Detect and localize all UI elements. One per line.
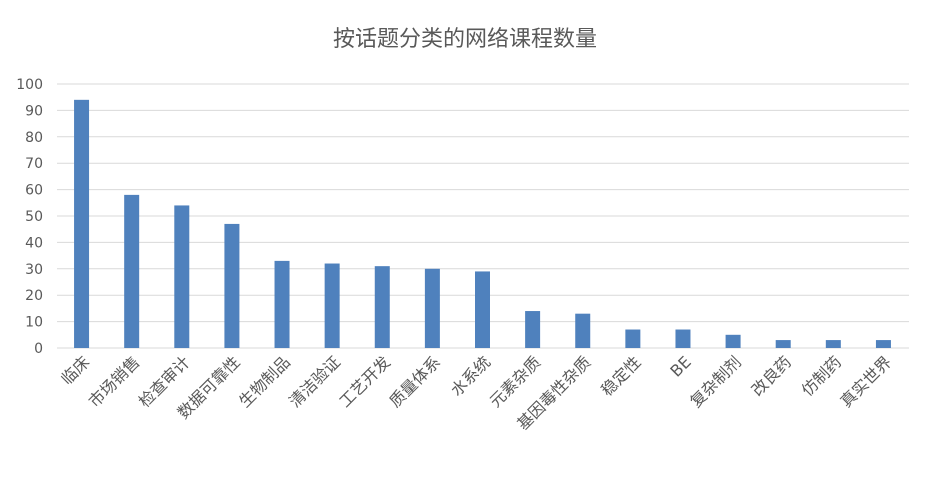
y-tick-label: 90: [25, 103, 43, 119]
bar: [525, 311, 541, 348]
chart-title: 按话题分类的网络课程数量: [333, 27, 597, 52]
bar: [274, 260, 290, 348]
x-category-label: 仿制药: [798, 352, 845, 399]
bar: [374, 266, 390, 348]
x-category-label: 稳定性: [597, 352, 644, 399]
x-category-label: BE: [666, 352, 694, 380]
x-category-label: 改良药: [748, 352, 795, 399]
x-category-label: 清洁验证: [285, 352, 344, 411]
y-tick-label: 80: [25, 130, 43, 146]
bars: [74, 99, 891, 348]
y-tick-label: 30: [25, 262, 43, 278]
y-tick-label: 40: [25, 235, 43, 251]
y-tick-label: 50: [25, 209, 43, 225]
y-axis-ticks: 0 10 20 30 40 50 60 70 80 90 100: [16, 77, 43, 357]
bar: [475, 271, 490, 348]
bar: [124, 194, 140, 348]
y-tick-label: 70: [25, 156, 43, 172]
bar: [825, 340, 841, 348]
bar: [675, 329, 691, 348]
x-category-label: 水系统: [447, 352, 494, 399]
bar: [324, 263, 340, 348]
x-category-label: 真实世界: [837, 352, 896, 411]
bar: [74, 99, 90, 348]
x-category-label: 复杂制剂: [686, 352, 745, 411]
x-category-label: 工艺开发: [335, 352, 394, 411]
bar: [424, 268, 440, 348]
y-tick-label: 10: [25, 315, 43, 331]
bar: [625, 329, 641, 348]
y-tick-label: 0: [34, 341, 43, 357]
x-category-label: 生物制品: [235, 352, 294, 411]
x-category-label: 质量体系: [386, 352, 445, 411]
x-category-label: 临床: [57, 352, 93, 388]
x-category-label: 市场销售: [85, 352, 144, 411]
bar: [224, 223, 240, 348]
bar: [174, 205, 190, 348]
y-tick-label: 100: [16, 77, 43, 93]
bar: [775, 340, 791, 348]
y-tick-label: 20: [25, 288, 43, 304]
gridlines: [57, 83, 909, 349]
y-tick-label: 60: [25, 183, 43, 199]
bar: [725, 334, 741, 348]
bar: [575, 313, 591, 348]
bar: [875, 340, 891, 348]
